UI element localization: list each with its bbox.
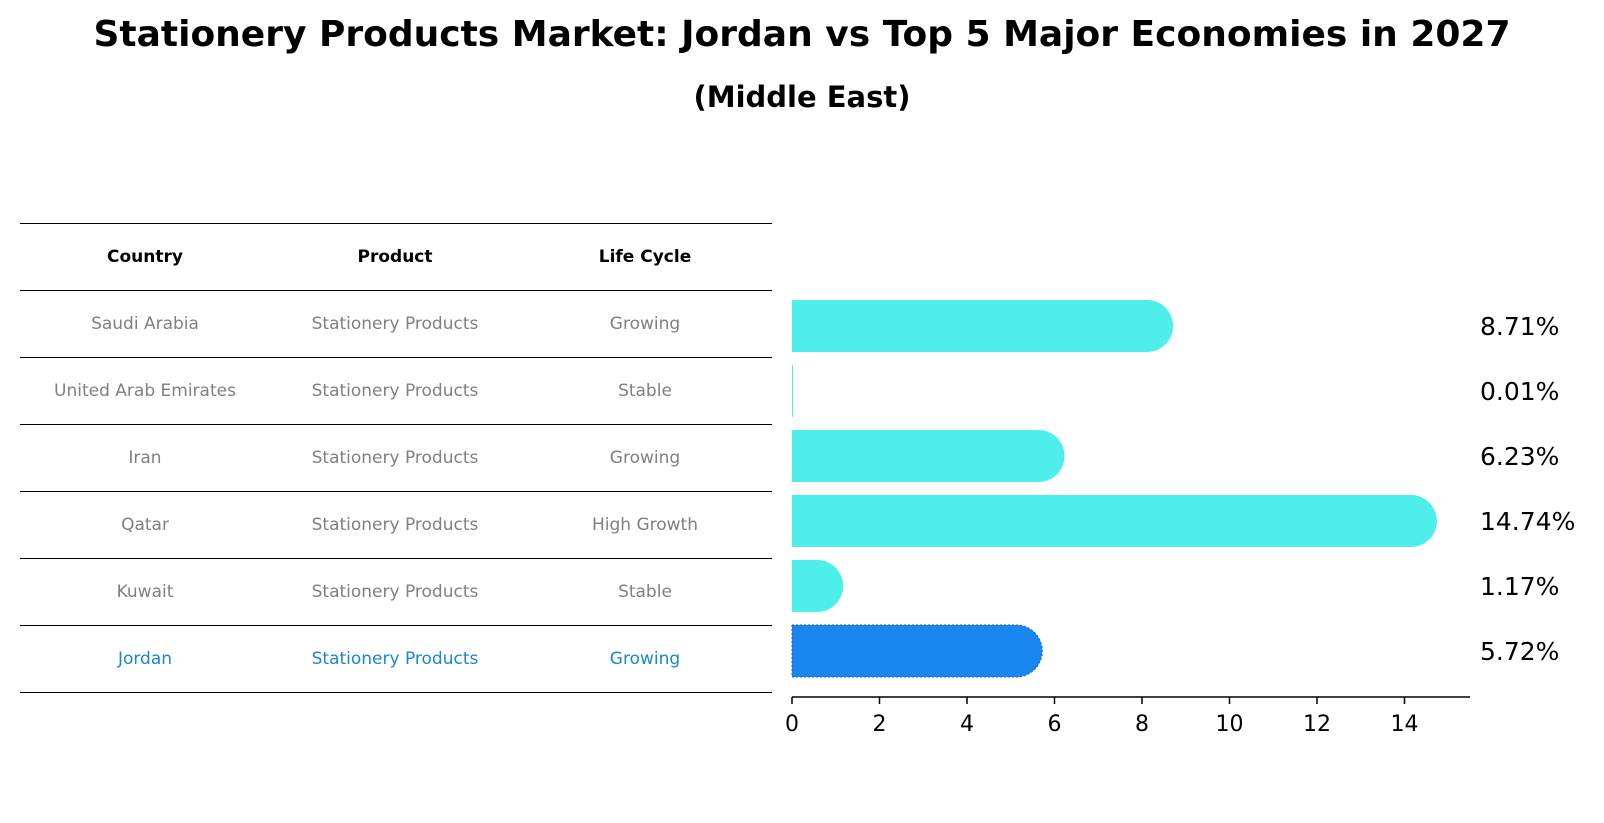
x-tick-label: 4 (960, 712, 974, 737)
cell-life-cycle: Growing (609, 649, 681, 669)
cell-product: Stationery Products (311, 448, 479, 468)
bar-value-label: 1.17% (1480, 572, 1559, 601)
cell-country: Qatar (121, 515, 169, 535)
cell-life-cycle: High Growth (591, 515, 698, 535)
table-row: United Arab Emirates Stationery Products… (20, 357, 772, 424)
bar-value-label: 6.23% (1480, 442, 1559, 471)
bar (792, 300, 1174, 352)
cell-country: Saudi Arabia (91, 314, 199, 334)
bar (792, 430, 1065, 482)
header-country: Country (107, 247, 183, 267)
bar (792, 495, 1437, 547)
header-life-cycle: Life Cycle (598, 247, 692, 267)
x-tick-label: 8 (1135, 712, 1149, 737)
cell-country: Iran (128, 448, 162, 468)
cell-product: Stationery Products (311, 515, 479, 535)
x-tick-label: 12 (1303, 712, 1331, 737)
chart-title: Stationery Products Market: Jordan vs To… (93, 14, 1511, 55)
bar-value-label: 0.01% (1480, 377, 1559, 406)
bar-value-label: 5.72% (1480, 637, 1559, 666)
chart-subtitle: (Middle East) (693, 80, 911, 114)
bar-value-label: 8.71% (1480, 312, 1559, 341)
cell-life-cycle: Growing (609, 448, 681, 468)
x-tick-label: 2 (873, 712, 887, 737)
data-table: Country Product Life Cycle Saudi Arabia … (20, 223, 772, 693)
table-header-row: Country Product Life Cycle (20, 223, 772, 290)
table-row: Kuwait Stationery Products Stable (20, 558, 772, 625)
cell-country: United Arab Emirates (54, 381, 236, 401)
cell-product: Stationery Products (311, 381, 479, 401)
cell-life-cycle: Stable (618, 582, 672, 602)
bar-highlight (791, 624, 1043, 678)
bar (792, 560, 844, 612)
cell-product: Stationery Products (311, 582, 479, 602)
cell-country: Kuwait (116, 582, 174, 602)
header-product: Product (357, 247, 433, 267)
bar-value-label: 14.74% (1480, 507, 1575, 536)
table-row-highlight: Jordan Stationery Products Growing (20, 625, 772, 693)
bar (792, 365, 793, 417)
cell-country: Jordan (117, 649, 173, 669)
table-row: Iran Stationery Products Growing (20, 424, 772, 491)
cell-product: Stationery Products (311, 314, 479, 334)
x-tick-label: 6 (1048, 712, 1062, 737)
table-row: Qatar Stationery Products High Growth (20, 491, 772, 558)
table-row: Saudi Arabia Stationery Products Growing (20, 290, 772, 357)
x-tick-label: 0 (785, 712, 799, 737)
x-tick-label: 10 (1216, 712, 1244, 737)
cell-product: Stationery Products (311, 649, 479, 669)
cell-life-cycle: Growing (609, 314, 681, 334)
x-tick-label: 14 (1391, 712, 1419, 737)
cell-life-cycle: Stable (618, 381, 672, 401)
